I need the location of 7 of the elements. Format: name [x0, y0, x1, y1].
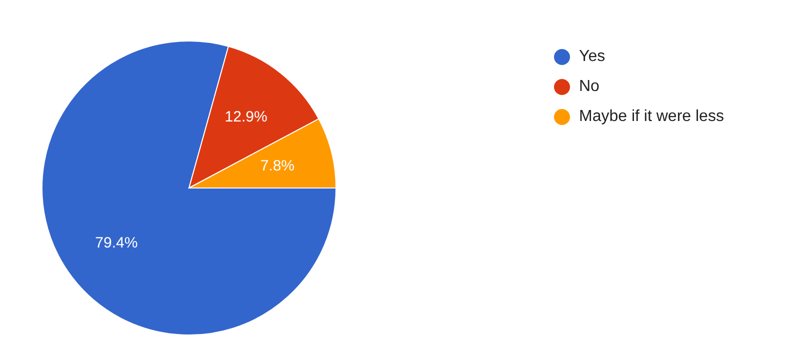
legend-label: Maybe if it were less — [579, 108, 724, 126]
legend-label: No — [579, 78, 600, 96]
pie-slice — [42, 40, 336, 336]
data-label: 79.4% — [95, 234, 138, 252]
legend-label: Yes — [579, 48, 606, 66]
data-label: 7.8% — [260, 157, 295, 174]
data-label: 12.9% — [224, 108, 268, 126]
